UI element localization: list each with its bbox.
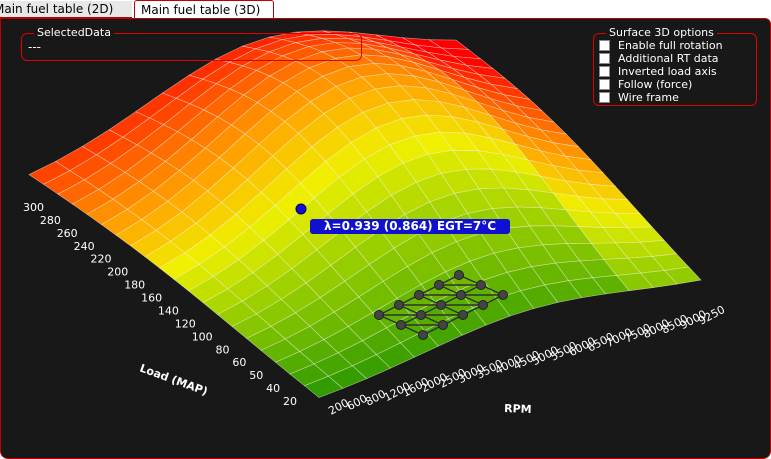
tab-main-fuel-table-2d[interactable]: Main fuel table (2D) <box>0 1 132 18</box>
rt-mesh-node <box>454 270 464 280</box>
selected-cell-marker[interactable] <box>295 203 307 215</box>
load-tick-label: 60 <box>232 356 246 369</box>
checkbox[interactable] <box>599 92 610 103</box>
cell-value-tooltip: λ=0.939 (0.864) EGT=7°C <box>310 219 510 234</box>
option-label: Follow (force) <box>618 78 693 91</box>
option-label: Additional RT data <box>618 52 719 65</box>
rt-mesh-node <box>394 300 404 310</box>
load-tick-label: 140 <box>158 305 179 318</box>
rt-mesh-node <box>458 310 468 320</box>
rt-mesh-node <box>478 300 488 310</box>
checkbox[interactable] <box>599 40 610 51</box>
rpm-axis-label: RPM <box>504 402 532 416</box>
tab-main-fuel-table-3d[interactable]: Main fuel table (3D) <box>134 0 274 19</box>
rt-mesh-node <box>396 320 406 330</box>
rt-mesh-node <box>434 280 444 290</box>
checkbox[interactable] <box>599 66 610 77</box>
load-tick-label: 180 <box>124 279 145 292</box>
rt-mesh-node <box>436 300 446 310</box>
load-axis-label: Load (MAP) <box>138 362 209 399</box>
load-tick-label: 300 <box>23 201 44 214</box>
rt-mesh-node <box>414 290 424 300</box>
load-tick-label: 260 <box>57 227 78 240</box>
tab-bar: Main fuel table (2D) Main fuel table (3D… <box>0 0 771 19</box>
selected-data-box: SelectedData --- <box>21 26 362 61</box>
load-tick-label: 40 <box>266 382 280 395</box>
selected-data-title: SelectedData <box>34 26 114 40</box>
load-tick-label: 160 <box>141 292 162 305</box>
rt-mesh-node <box>416 310 426 320</box>
rt-mesh-node <box>476 280 486 290</box>
checkbox[interactable] <box>599 53 610 64</box>
rt-mesh-node <box>498 290 508 300</box>
load-tick-label: 20 <box>283 395 297 408</box>
rpm-tick-label: 9250 <box>696 303 727 328</box>
selected-data-value: --- <box>28 40 41 54</box>
load-tick-label: 220 <box>91 253 112 266</box>
rt-mesh-node <box>438 320 448 330</box>
load-tick-label: 280 <box>40 214 61 227</box>
checkbox[interactable] <box>599 79 610 90</box>
surface-options-box: Surface 3D options Enable full rotation … <box>593 26 757 106</box>
load-tick-label: 100 <box>192 330 213 343</box>
surface-3d-panel: 300 280 260 240 220 200 180 160 140 120 100 80 60 50 4… <box>0 18 771 459</box>
load-tick-label: 80 <box>216 343 230 356</box>
load-tick-label: 50 <box>249 369 263 382</box>
rt-mesh-node <box>418 330 428 340</box>
rt-mesh-node <box>456 290 466 300</box>
surface-options-title: Surface 3D options <box>606 26 717 40</box>
load-tick-label: 200 <box>107 266 128 279</box>
surface-cell <box>664 266 702 285</box>
realtime-cursor-mesh <box>374 270 508 340</box>
option-label: Inverted load axis <box>618 65 717 78</box>
option-label: Enable full rotation <box>618 39 723 52</box>
rt-mesh-node <box>374 310 384 320</box>
load-tick-label: 240 <box>74 240 95 253</box>
load-tick-label: 120 <box>175 317 196 330</box>
option-label: Wire frame <box>618 91 679 104</box>
load-axis-ticks: 3002802602402202001801601401201008060504… <box>23 201 297 408</box>
